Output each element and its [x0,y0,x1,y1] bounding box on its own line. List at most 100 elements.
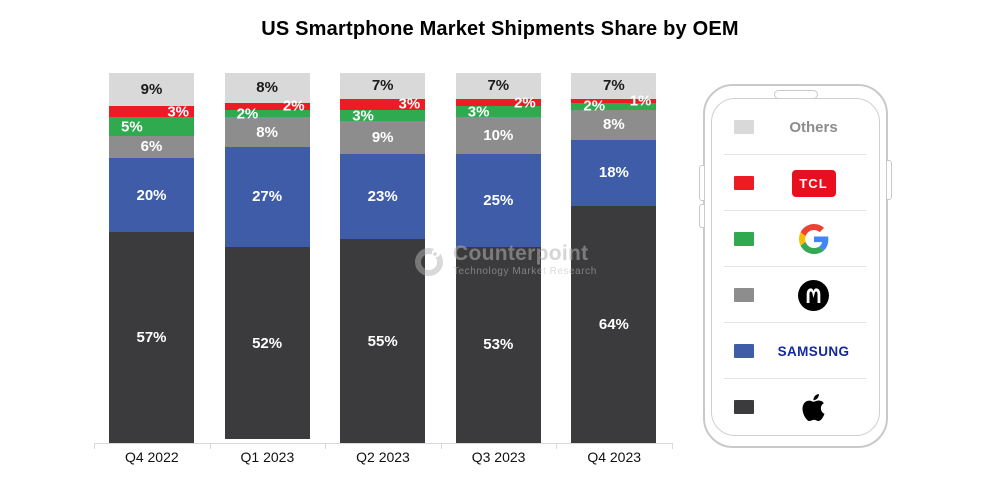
legend-logo-area: TCL [754,169,879,197]
phone-screen-legend: Others TCL SAMSUNG [711,98,880,436]
segment-value-label: 7% [603,77,625,95]
axis-tick [325,443,327,449]
segment-value-label: 3% [398,95,421,113]
axis-tick [440,443,442,449]
legend-row-samsung: SAMSUNG [712,323,879,379]
segment-value-label: 7% [487,77,510,95]
segment-value-label: 5% [121,118,143,136]
phone-side-button [699,204,704,228]
segment-google: 3% [455,103,541,121]
bar-cell-q1-2023: 8% 2% 2% 8% 27% 52% [210,73,326,443]
segment-tcl: 3% [340,95,426,113]
segment-value-label: 9% [140,81,163,99]
legend-swatch-others [734,120,754,134]
segment-value-label: 25% [483,192,514,210]
segment-value-label: 3% [167,103,189,121]
segment-value-label: 2% [583,97,606,115]
segment-value-label: 7% [371,77,394,95]
segment-samsung: 23% [340,154,426,240]
segment-others: 7% [571,73,657,99]
x-axis-labels: Q4 2022 Q1 2023 Q2 2023 Q3 2023 Q4 2023 [94,449,672,465]
segment-motorola: 10% [455,117,541,155]
legend-logo-area [754,224,879,254]
segment-others: 7% [455,73,541,99]
segment-tcl: 2% [224,98,310,115]
segment-value-label: 8% [603,116,625,134]
segment-value-label: 2% [236,105,259,123]
segment-motorola: 6% [109,135,194,159]
legend-logo-area [754,392,879,423]
stacked-bar: 9% 3% 5% 6% 20% 57% [109,73,194,443]
segment-value-label: 8% [256,123,278,141]
legend-logo-area [754,279,879,311]
others-label: Others [789,118,838,136]
stacked-bar: 7% 1% 2% 8% 18% 64% [571,73,657,443]
segment-samsung: 18% [571,139,657,207]
segment-apple: 64% [571,206,657,443]
phone-side-button [699,165,704,201]
axis-tick [94,443,95,449]
segment-tcl: 1% [571,92,657,109]
stacked-bar-chart: 9% 3% 5% 6% 20% 57% 8% 2% 2% 8% 27% 52% 7% 3% 3% 9% 23% 5… [94,73,673,449]
segment-value-label: 55% [367,332,398,350]
chart-title: US Smartphone Market Shipments Share by … [261,18,739,40]
axis-tick [209,443,211,449]
axis-tick [556,443,558,449]
segment-apple: 57% [109,232,194,443]
segment-others: 7% [340,73,426,99]
segment-motorola: 8% [571,109,657,140]
axis-tick [672,443,673,449]
segment-value-label: 3% [352,107,374,125]
legend-row-apple [712,379,879,435]
apple-logo-icon [802,393,825,421]
segment-motorola: 8% [224,117,310,147]
segment-google: 2% [224,105,310,122]
segment-others: 8% [224,73,310,103]
segment-apple: 52% [224,246,310,440]
segment-samsung: 25% [455,154,541,247]
segment-value-label: 53% [483,336,514,354]
segment-value-label: 2% [282,97,305,115]
legend-row-google [712,211,879,267]
x-axis-label: Q4 2023 [587,449,642,465]
segment-samsung: 20% [109,158,194,233]
segment-tcl: 3% [109,103,194,121]
legend-swatch-motorola [734,288,754,302]
legend-swatch-tcl [734,176,754,190]
legend-swatch-google [734,232,754,246]
segment-value-label: 8% [256,79,278,97]
google-logo-icon [798,224,828,254]
x-axis-label: Q2 2023 [356,449,410,465]
stacked-bar: 7% 3% 3% 9% 23% 55% [340,73,426,443]
samsung-logo: SAMSUNG [777,343,850,359]
stacked-bar: 7% 2% 3% 10% 25% 53% [455,73,541,443]
segment-value-label: 57% [136,329,167,347]
segment-value-label: 20% [136,186,167,204]
segment-apple: 53% [455,246,541,443]
segment-value-label: 10% [483,127,514,145]
legend-swatch-samsung [734,344,754,358]
segment-value-label: 6% [140,138,163,156]
legend-logo-area: Others [754,119,879,136]
bar-cell-q2-2023: 7% 3% 3% 9% 23% 55% [325,73,441,443]
segment-value-label: 9% [371,129,394,147]
segment-google: 2% [571,98,657,115]
bar-cell-q3-2023: 7% 2% 3% 10% 25% 53% [441,73,557,443]
segment-value-label: 1% [629,92,652,110]
x-axis-line [94,443,672,444]
stacked-bar: 8% 2% 2% 8% 27% 52% [224,73,310,443]
segment-value-label: 64% [598,316,629,334]
segment-samsung: 27% [224,146,310,247]
legend-row-motorola [712,267,879,323]
segment-value-label: 23% [367,188,398,206]
segment-others: 9% [109,73,194,107]
segment-google: 5% [109,117,194,136]
bar-cell-q4-2023: 7% 1% 2% 8% 18% 64% [556,73,672,443]
segment-value-label: 3% [467,103,490,121]
segment-motorola: 9% [340,121,426,155]
segment-value-label: 52% [252,334,283,352]
segment-apple: 55% [340,239,426,443]
legend-logo-area: SAMSUNG [754,344,879,359]
bar-cell-q4-2022: 9% 3% 5% 6% 20% 57% [94,73,210,443]
